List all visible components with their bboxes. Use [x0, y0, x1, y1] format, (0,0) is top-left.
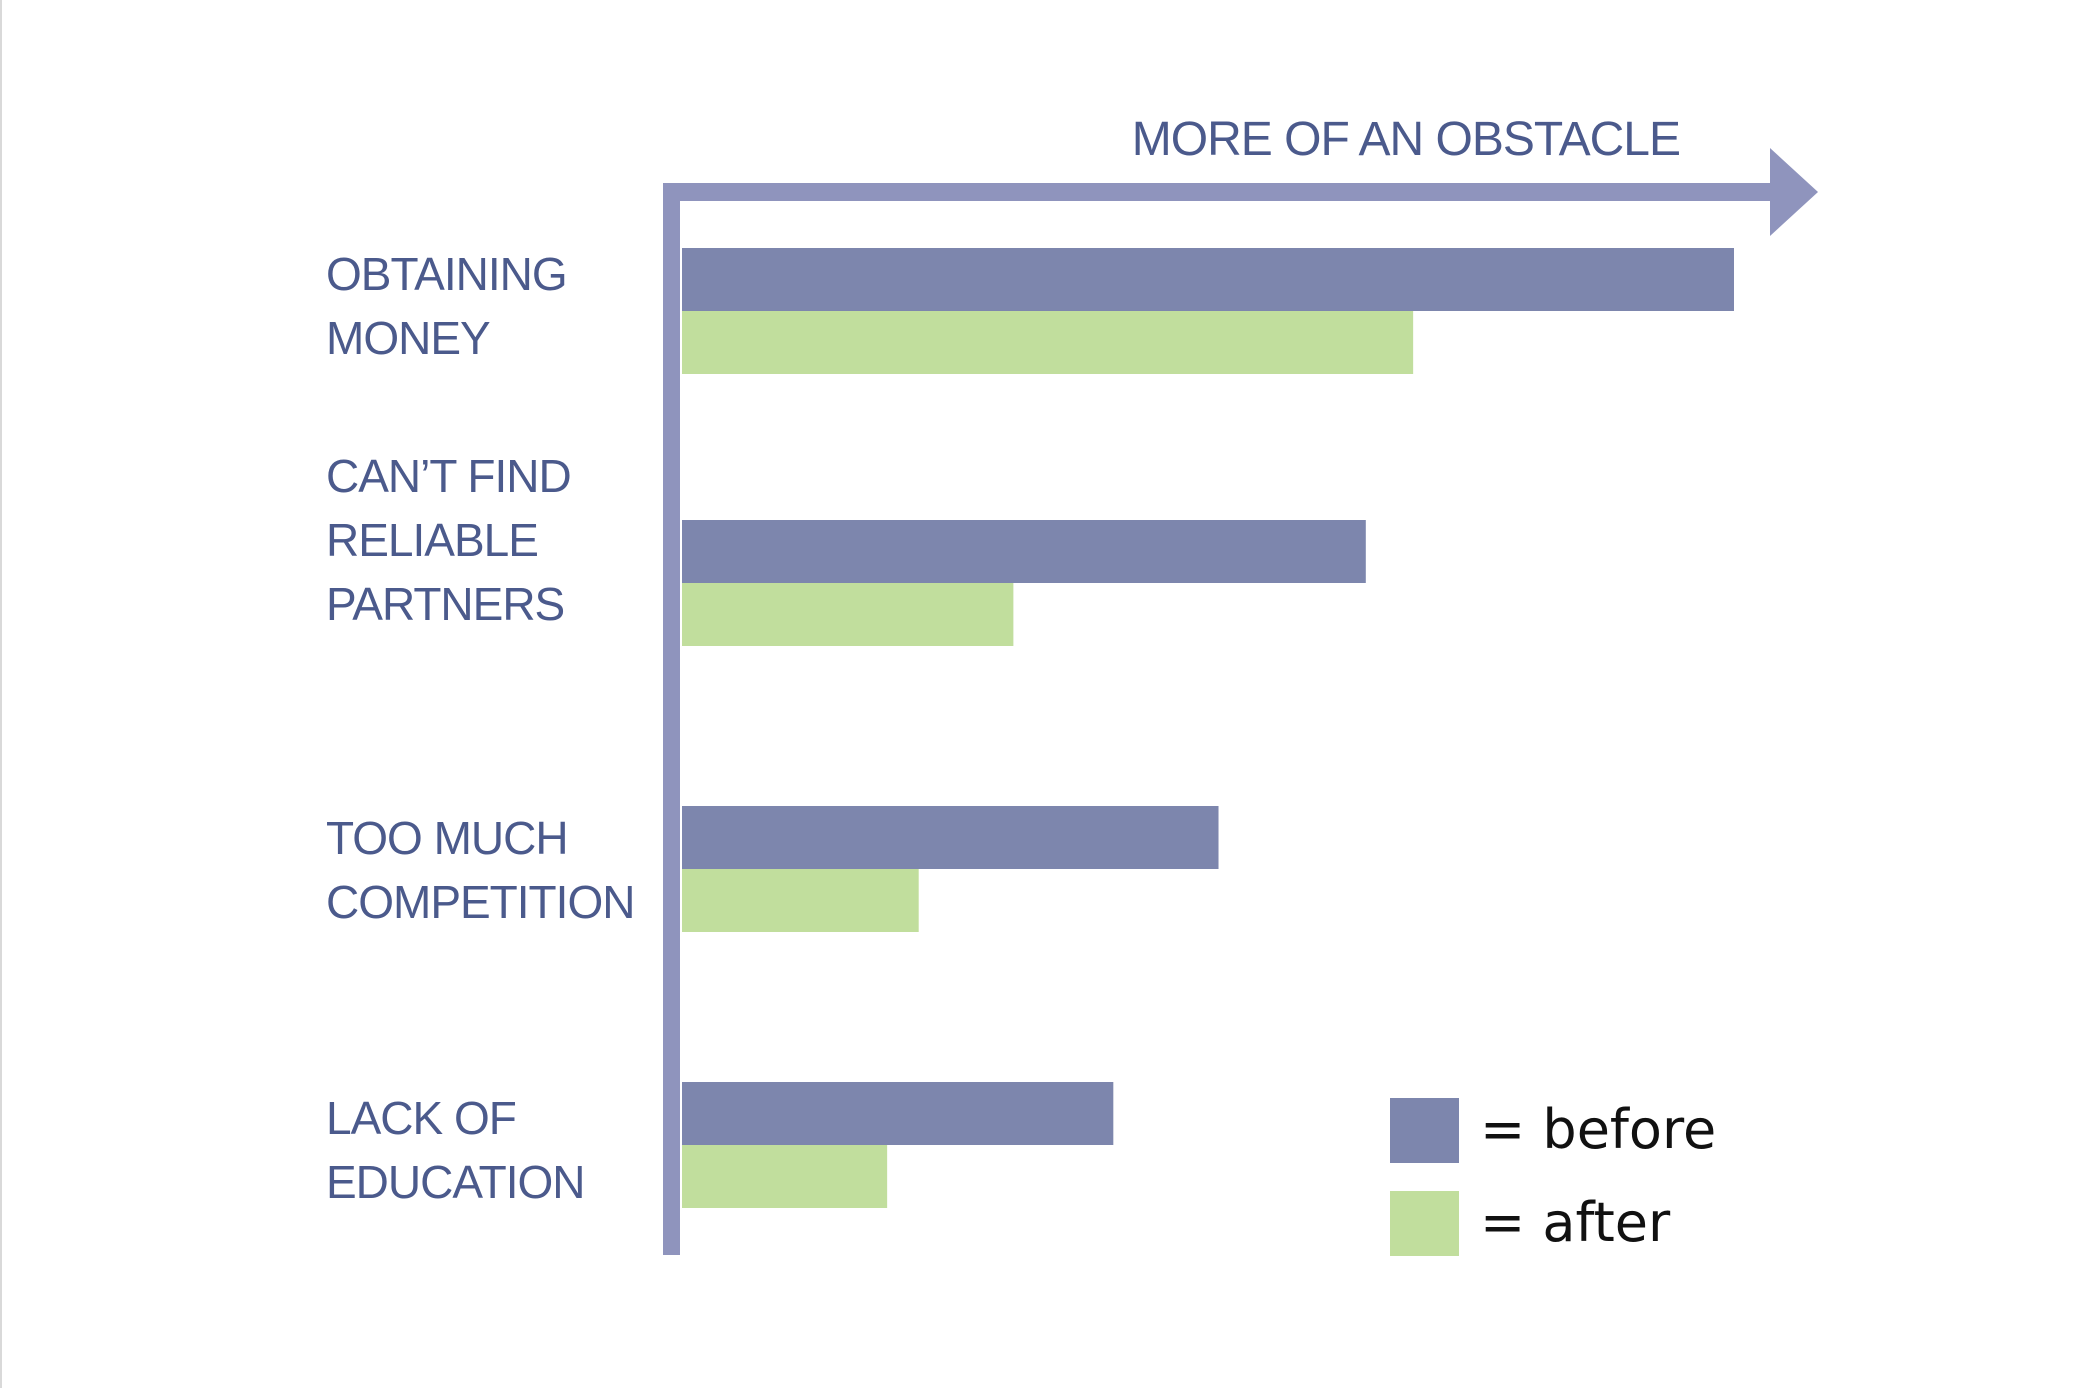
category-label-line: MONEY — [326, 312, 490, 364]
category-labels: OBTAINING MONEY CAN’T FIND RELIABLE PARTNERS… — [326, 248, 635, 1208]
category-label-line: LACK OF — [326, 1092, 516, 1144]
arrow-right-icon — [1770, 148, 1818, 236]
legend-label-after: = after — [1480, 1191, 1671, 1254]
bar-after-2 — [682, 869, 919, 932]
legend-swatch-after — [1390, 1191, 1459, 1256]
bar-after-0 — [682, 311, 1414, 374]
x-axis-arrow-line — [663, 183, 1779, 201]
legend-swatch-before — [1390, 1098, 1459, 1163]
category-label-line: EDUCATION — [326, 1156, 585, 1208]
category-label-line: CAN’T FIND — [326, 450, 571, 502]
bar-after-1 — [682, 583, 1014, 646]
category-label-line: OBTAINING — [326, 248, 567, 300]
bar-before-0 — [682, 248, 1734, 311]
bar-before-1 — [682, 520, 1366, 583]
axis-title: MORE OF AN OBSTACLE — [1132, 113, 1680, 166]
category-label-1: CAN’T FIND RELIABLE PARTNERS — [326, 450, 571, 630]
category-label-2: TOO MUCH COMPETITION — [326, 812, 634, 928]
category-label-line: COMPETITION — [326, 876, 634, 928]
axis-layer: MORE OF AN OBSTACLE — [663, 113, 1818, 1255]
category-label-line: RELIABLE — [326, 514, 538, 566]
bars-layer — [682, 248, 1734, 1208]
bar-before-2 — [682, 806, 1219, 869]
legend-label-before: = before — [1480, 1098, 1716, 1161]
category-label-line: TOO MUCH — [326, 812, 568, 864]
bar-after-3 — [682, 1145, 888, 1208]
y-axis-line — [663, 194, 680, 1255]
category-label-3: LACK OF EDUCATION — [326, 1092, 585, 1208]
legend: = before = after — [1390, 1098, 1716, 1256]
bar-before-3 — [682, 1082, 1114, 1145]
category-label-line: PARTNERS — [326, 578, 564, 630]
category-label-0: OBTAINING MONEY — [326, 248, 567, 364]
